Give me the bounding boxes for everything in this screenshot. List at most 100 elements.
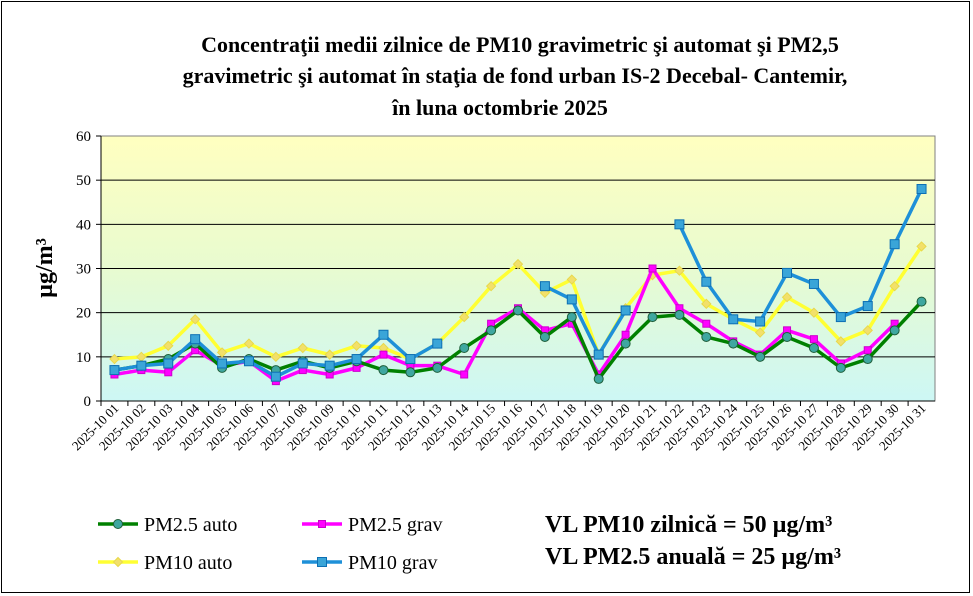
legend-item-pm2-5-grav: PM2.5 grav [302,514,442,536]
pm10-grav-point [539,281,550,292]
pm2-5-auto-point [593,373,604,384]
pm2-5-grav-point [460,370,469,379]
pm2-5-auto-point [674,309,685,320]
pm2-5-auto-point [889,325,900,336]
y-tick-label: 50 [76,173,91,189]
pm2-5-auto-point [620,338,631,349]
legend-item-pm10-grav: PM10 grav [302,552,437,574]
pm10-auto-point [781,292,793,303]
note-pm25-limit: VL PM2.5 anuală = 25 µg/m³ [545,544,841,570]
pm10-auto-point [754,327,766,338]
pm10-auto-point [808,307,820,318]
legend-label: PM2.5 grav [348,514,442,536]
pm10-auto-point [862,325,873,336]
pm10-grav-point [916,184,927,194]
pm10-grav-point [351,354,362,365]
pm10-auto-point [485,280,497,292]
y-tick-label: 60 [76,129,91,145]
legend: PM2.5 auto PM2.5 grav PM10 auto PM10 grav [98,514,442,574]
pm10-grav-point [862,301,873,312]
pm10-auto-point [674,265,685,276]
title-line-2: gravimetric şi automat în staţia de fond… [183,63,848,88]
pm2-5-auto-point [916,296,927,307]
pm2-5-auto-point [486,325,497,336]
pm10-grav-point [889,239,900,250]
legend-item-pm2-5-auto: PM2.5 auto [98,514,237,536]
pm10-auto-point [835,336,847,347]
legend-pm2-5-auto-point [113,519,123,529]
pm10-auto-point [458,311,470,323]
pm10-grav-point [782,267,793,278]
pm10-grav-point [808,278,819,289]
pm10-auto-point [216,347,228,358]
y-tick-label: 30 [76,262,91,278]
pm2-5-auto-point [405,367,416,378]
y-tick-label: 0 [84,394,92,410]
pm10-auto-point [163,340,174,351]
pm2-5-grav-point [379,350,388,359]
legend-item-pm10-auto: PM10 auto [98,552,232,574]
pm10-grav-point [701,276,712,287]
pm10-grav-point [620,305,631,316]
pm2-5-auto-point [459,343,470,353]
limit-notes: VL PM10 zilnică = 50 µg/m³ VL PM2.5 anua… [545,512,841,570]
pm10-auto-point [512,258,524,270]
series-pm10-grav [109,184,927,382]
pm2-5-auto-point [539,331,550,342]
pm2-5-grav-point [809,335,818,344]
pm10-grav-point [835,312,846,323]
pm10-auto-point [109,353,120,365]
pm2-5-auto-point [808,343,819,353]
pm10-auto-point [566,274,578,285]
pm10-auto-point [270,351,282,363]
pm10-auto-point [189,314,201,325]
pm10-auto-point [701,298,712,310]
legend-pm10-grav-point [317,557,327,567]
pm10-auto-point [324,349,335,360]
pm2-5-grav-point [863,346,872,355]
legend-pm10-auto-point [112,556,124,568]
legend-label: PM10 auto [144,552,232,574]
pm2-5-grav-point [648,264,657,273]
pm10-grav-point [593,349,604,360]
pm2-5-auto-point [701,331,712,342]
pm2-5-auto-point [566,312,577,323]
pm2-5-auto-point [647,312,658,323]
pm10-grav-point [190,334,201,345]
pm2-5-auto-point [862,354,873,365]
pm10-grav-point [432,338,443,349]
pm10-auto-point [916,241,927,252]
y-axis-label: µg/m³ [32,238,58,298]
pm2-5-auto-point [378,365,389,376]
pm10-grav-point [566,294,577,305]
pm10-grav-point [378,329,389,340]
pm2-5-grav-point [621,330,630,339]
pm2-5-grav-point [702,319,711,328]
pm2-5-auto-point [835,362,846,373]
legend-label: PM10 grav [348,552,437,574]
title-line-3: în luna octombrie 2025 [391,95,608,120]
pm10-grav-point [674,219,685,230]
pm10-grav-point [163,358,174,369]
pm10-grav-point [217,358,228,369]
pm10-grav-point [270,371,281,382]
y-tick-label: 40 [76,217,91,233]
pm2-5-auto-point [728,338,739,349]
series-layer [109,184,927,386]
title-line-1: Concentraţii medii zilnice de PM10 gravi… [201,32,839,57]
pm10-grav-point [324,360,335,371]
pm10-grav-point [728,314,739,325]
pm10-grav-point [297,358,308,369]
y-tick-label: 20 [76,306,91,322]
pm2-5-auto-point [513,305,523,316]
pm2-5-auto-point [755,351,766,362]
pm2-5-auto-point [782,331,793,342]
pm2-5-auto-point [432,362,443,373]
pm10-grav-point [405,354,416,365]
legend-label: PM2.5 auto [144,514,237,536]
pm10-grav-point [755,316,766,327]
pm10-auto-point [351,340,362,351]
note-pm10-limit: VL PM10 zilnică = 50 µg/m³ [545,512,832,538]
